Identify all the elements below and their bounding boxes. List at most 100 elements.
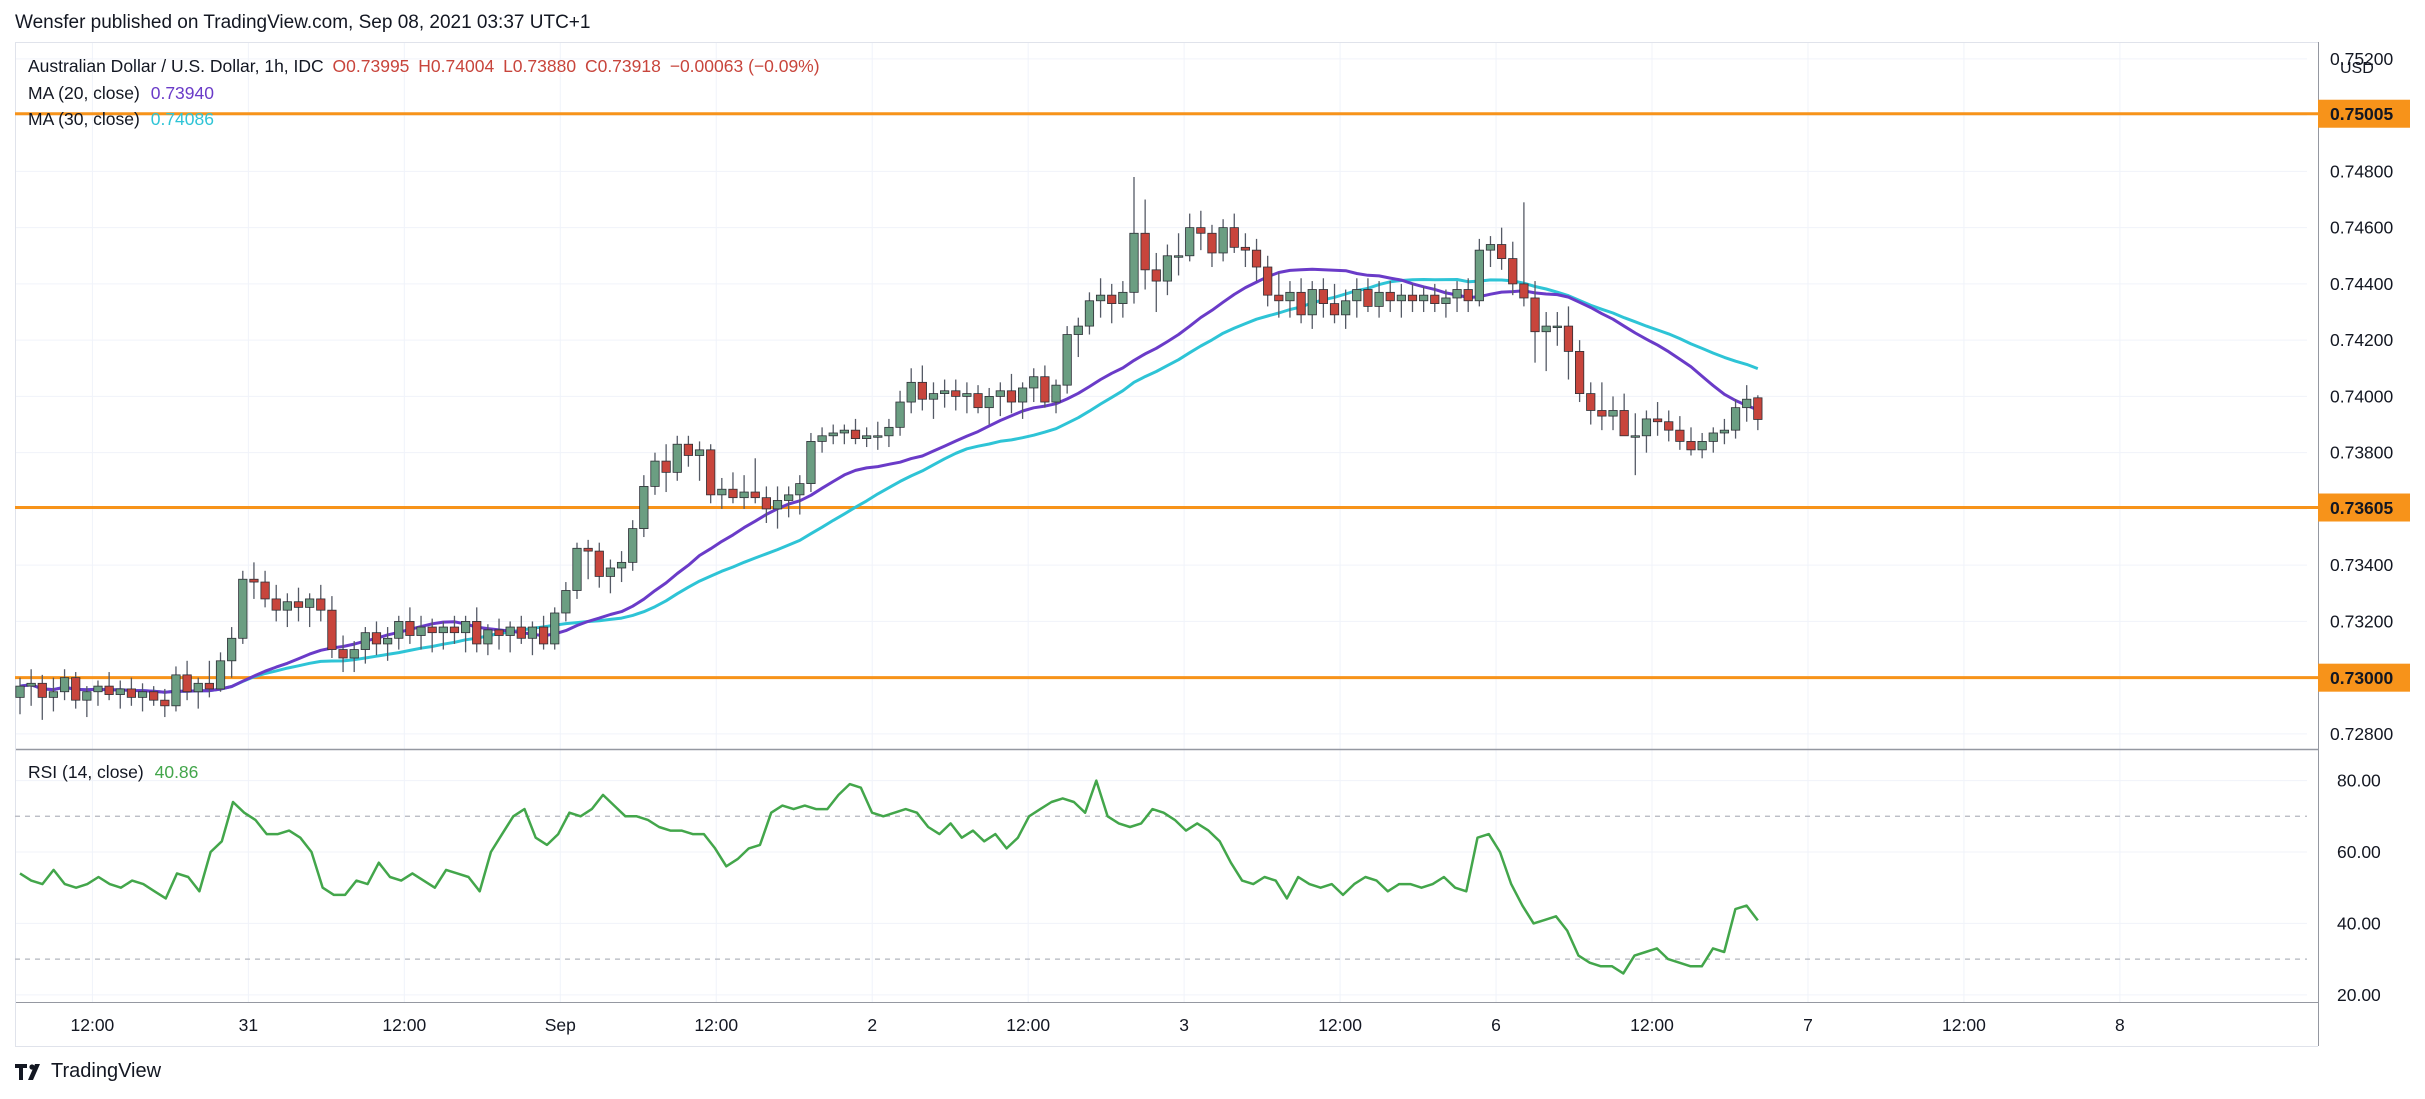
- candle-body: [227, 637, 237, 662]
- candle-body: [772, 500, 783, 510]
- time-axis-label: 3: [1179, 1015, 1189, 1035]
- price-axis-label: 0.73800: [2330, 443, 2394, 463]
- candle-body: [1541, 325, 1551, 333]
- candle-body: [1040, 376, 1050, 403]
- candle-body: [1018, 387, 1028, 403]
- candle-body: [293, 601, 304, 608]
- candle-body: [527, 626, 538, 639]
- tradingview-logo[interactable]: TradingView: [15, 1060, 161, 1083]
- candle-body: [182, 674, 192, 693]
- candle-body: [605, 567, 616, 577]
- candle-body: [1730, 407, 1741, 431]
- candle-body: [784, 494, 794, 501]
- candle-body: [1586, 393, 1596, 411]
- candle-body: [238, 578, 248, 639]
- candle-body: [505, 626, 515, 636]
- candle-body: [1095, 294, 1106, 302]
- rsi-axis-label: 80.00: [2337, 771, 2381, 791]
- time-axis-label: 12:00: [1318, 1015, 1362, 1035]
- candle-body: [126, 688, 136, 698]
- candle-body: [394, 621, 404, 639]
- candle-body: [59, 677, 70, 693]
- candle-body: [583, 547, 593, 552]
- ma20-value: 0.73940: [150, 83, 214, 103]
- candle-body: [1318, 289, 1328, 304]
- time-axis-label: 12:00: [71, 1015, 115, 1035]
- candle-body: [616, 561, 627, 569]
- candle-body: [483, 629, 493, 645]
- candle-body: [1084, 300, 1095, 327]
- candle-body: [672, 443, 682, 473]
- candle-body: [940, 390, 950, 394]
- candle-body: [1497, 244, 1507, 259]
- candle-body: [750, 491, 760, 499]
- candle-body: [1341, 300, 1351, 316]
- candle-body: [1196, 227, 1206, 234]
- candle-body: [1608, 410, 1618, 417]
- candle-body: [1229, 227, 1239, 248]
- candle-body: [1708, 432, 1718, 442]
- candle-body: [204, 682, 214, 690]
- candle-body: [683, 443, 694, 456]
- candle-body: [1062, 334, 1072, 386]
- candle-body: [494, 629, 504, 636]
- candle-body: [1307, 289, 1317, 316]
- time-axis-label: 12:00: [694, 1015, 738, 1035]
- candle-body: [1140, 232, 1150, 271]
- symbol-name[interactable]: Australian Dollar / U.S. Dollar, 1h, IDC: [28, 56, 324, 76]
- candle-body: [327, 609, 337, 650]
- candle-body: [1675, 429, 1685, 442]
- ma30-legend[interactable]: MA (30, close) 0.74086: [28, 109, 214, 130]
- candle-body: [1641, 418, 1652, 437]
- time-axis-label: 6: [1491, 1015, 1501, 1035]
- candle-body: [1552, 325, 1562, 328]
- candle-body: [717, 488, 727, 496]
- candle-body: [1151, 269, 1161, 282]
- time-axis-label: 2: [867, 1015, 877, 1035]
- candle-body: [1374, 291, 1384, 307]
- candle-body: [917, 381, 927, 400]
- candle-body: [1385, 291, 1395, 302]
- close-value: C0.73918: [584, 56, 661, 76]
- candle-body: [995, 390, 1005, 397]
- candle-body: [1263, 266, 1273, 296]
- candle-body: [895, 401, 905, 428]
- candle-body: [1185, 227, 1195, 257]
- candle-body: [349, 649, 359, 659]
- candle-body: [928, 393, 939, 400]
- candle-body: [1652, 418, 1663, 423]
- candle-body: [1474, 249, 1484, 302]
- candle-body: [1530, 297, 1540, 333]
- candle-body: [460, 621, 471, 634]
- candle-body: [137, 691, 148, 698]
- rsi-series-line: [19, 779, 1759, 975]
- candle-body: [1719, 429, 1730, 434]
- candle-body: [739, 491, 749, 499]
- open-value: O0.73995: [332, 56, 410, 76]
- high-value: H0.74004: [418, 56, 495, 76]
- candle-body: [215, 660, 226, 690]
- rsi-axis-label: 60.00: [2337, 842, 2381, 862]
- candle-body: [1441, 297, 1451, 304]
- candle-body: [1240, 246, 1250, 251]
- candle-body: [1006, 390, 1017, 403]
- candle-body: [1329, 303, 1340, 316]
- currency-label: USD: [2340, 60, 2374, 77]
- rsi-axis-label: 20.00: [2337, 985, 2381, 1005]
- candle-body: [839, 429, 849, 434]
- candle-body: [48, 691, 59, 698]
- rsi-legend[interactable]: RSI (14, close) 40.86: [28, 762, 198, 783]
- candle-body: [906, 381, 916, 403]
- publish-caption: Wensfer published on TradingView.com, Se…: [15, 12, 591, 33]
- candle-body: [171, 674, 181, 707]
- rsi-label: RSI (14, close): [28, 762, 144, 782]
- candle-body: [962, 393, 972, 397]
- candle-body: [282, 601, 292, 611]
- time-axis-label: 12:00: [382, 1015, 426, 1035]
- ma20-legend[interactable]: MA (20, close) 0.73940: [28, 83, 214, 104]
- candle-body: [884, 426, 894, 437]
- candle-body: [850, 429, 861, 439]
- candle-body: [628, 528, 638, 563]
- candle-body: [260, 581, 270, 600]
